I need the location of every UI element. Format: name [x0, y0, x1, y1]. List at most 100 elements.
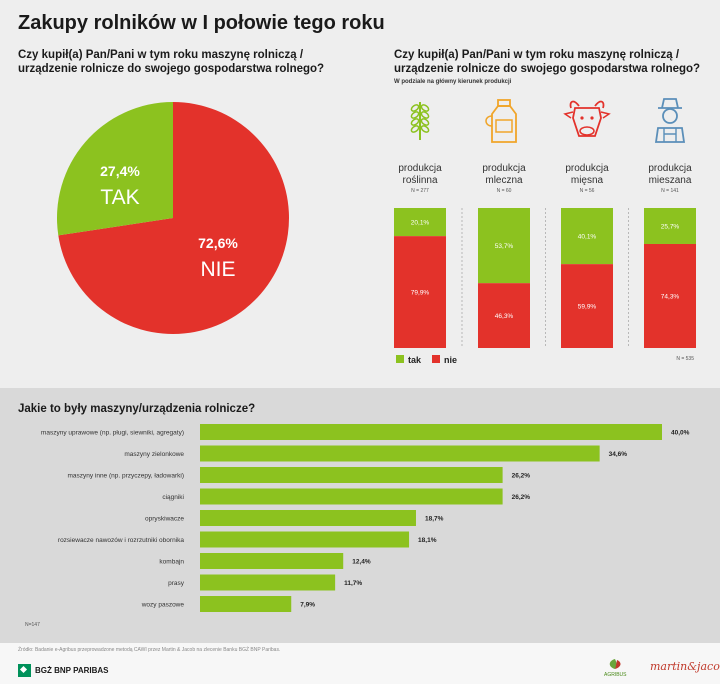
hbar-category-label: maszyny uprawowe (np. pługi, siewniki, a…	[41, 430, 184, 437]
hbar-bar	[200, 488, 503, 505]
hbar-bar	[200, 531, 410, 548]
cow-eye	[580, 116, 584, 120]
farmer-hat	[658, 98, 682, 109]
hbar-category-label: opryskiwacze	[145, 516, 184, 523]
bar-label-nie: 46,3%	[495, 313, 514, 320]
agribus-label: AGRIBUS	[604, 672, 627, 678]
stacked-question: Czy kupił(a) Pan/Pani w tym roku maszynę…	[394, 49, 701, 75]
hbar-bar	[200, 596, 292, 612]
milk-can-icon	[485, 99, 517, 143]
bar-label-tak: 53,7%	[495, 243, 514, 250]
category-label-line1: produkcja	[565, 163, 609, 174]
bar-label-nie: 79,9%	[411, 290, 430, 297]
hbar-category-label: prasy	[168, 580, 185, 587]
hbar-category-label: ciągniki	[162, 494, 184, 501]
hbar-bar	[200, 445, 600, 462]
hbar-value-label: 40,0%	[671, 430, 690, 437]
hbar-value-label: 26,2%	[512, 473, 531, 480]
legend-label-nie: nie	[444, 355, 457, 365]
hbar-value-label: 11,7%	[344, 580, 362, 587]
milk-can-label	[495, 119, 513, 133]
milk-can-lid	[497, 99, 511, 107]
bar-segment-tak	[394, 208, 446, 237]
legend-label-tak: tak	[408, 355, 422, 365]
category-n: N = 56	[580, 188, 595, 194]
bar-label-tak: 40,1%	[578, 234, 597, 241]
hbar-bar	[200, 424, 662, 440]
category-label-line2: mleczna	[485, 175, 523, 186]
page-title: Zakupy rolników w I połowie tego roku	[18, 12, 385, 34]
hbar-bar	[200, 574, 336, 591]
leaf-logo-icon	[610, 659, 621, 669]
farmer-head	[662, 108, 678, 124]
legend-swatch-tak	[396, 355, 404, 363]
source-note: Źródło: Badanie e-Agribus przeprowadzone…	[18, 647, 281, 653]
wheat-grain	[420, 125, 430, 133]
cow-eye	[590, 116, 594, 120]
bar-segment-tak	[644, 208, 696, 244]
hbar-value-label: 7,9%	[300, 602, 315, 609]
bar-label-nie: 59,9%	[578, 304, 597, 311]
pie-label-nie-name: NIE	[200, 258, 235, 281]
category-label-line2: mieszana	[649, 175, 692, 186]
farmer-icon	[654, 98, 686, 143]
bar-segment-nie	[644, 243, 696, 348]
wheat-grain	[420, 118, 430, 126]
hbar-bar	[200, 510, 416, 526]
hbar-value-label: 26,2%	[512, 494, 531, 501]
pie-label-tak-value: 27,4%	[100, 163, 140, 179]
footer-panel	[0, 643, 720, 684]
category-n: N = 141	[661, 188, 679, 194]
hbar-bar	[200, 467, 503, 483]
cow-head	[572, 107, 602, 137]
bar-label-nie: 74,3%	[661, 293, 680, 300]
wheat-grain	[410, 125, 420, 133]
total-n: N = 535	[676, 356, 694, 362]
hbar-n: N=147	[25, 622, 40, 628]
horizontal-bar-chart: maszyny uprawowe (np. pługi, siewniki, a…	[25, 424, 690, 628]
bars-title: Jakie to były maszyny/urządzenia rolnicz…	[18, 403, 256, 415]
agribus-logo: AGRIBUS	[604, 658, 627, 678]
stacked-subtitle: W podziale na główny kierunek produkcji	[394, 79, 512, 85]
martin-jacob-logo: martin&jacob	[650, 660, 720, 673]
category-label-line1: produkcja	[398, 163, 442, 174]
bank-logo-icon	[18, 664, 31, 677]
category-label-line1: produkcja	[482, 163, 526, 174]
category-label-line2: mięsna	[571, 175, 604, 186]
wheat-icon	[410, 102, 430, 140]
wheat-grain	[420, 104, 430, 112]
pie-question: Czy kupił(a) Pan/Pani w tym roku maszynę…	[18, 49, 325, 75]
cow-ears	[563, 111, 611, 119]
cow-muzzle	[579, 126, 595, 136]
milk-can-body	[491, 105, 517, 143]
wheat-grain	[410, 111, 420, 119]
hbar-category-label: rozsiewacze nawozów i rozrzutniki oborni…	[58, 537, 184, 544]
hbar-bar	[200, 553, 344, 569]
pie-slice-tak	[56, 102, 173, 236]
wheat-grain	[420, 111, 430, 119]
hbar-category-label: maszyny inne (np. przyczepy, ładowarki)	[67, 473, 184, 480]
hbar-category-label: wozy paszowe	[141, 602, 185, 609]
hbar-category-label: maszyny zielonkowe	[124, 451, 184, 458]
category-label-line2: roślinna	[402, 175, 437, 186]
bar-label-tak: 25,7%	[661, 223, 680, 230]
hbar-value-label: 18,7%	[425, 516, 444, 523]
cow-icon	[563, 100, 611, 137]
legend-swatch-nie	[432, 355, 440, 363]
bar-segment-tak	[561, 208, 613, 265]
hbar-value-label: 34,6%	[609, 451, 628, 458]
pie-label-tak-name: TAK	[100, 186, 139, 209]
category-n: N = 277	[411, 188, 429, 194]
farmer-body	[654, 127, 686, 143]
hbar-value-label: 18,1%	[418, 537, 437, 544]
hbar-value-label: 12,4%	[352, 559, 371, 566]
bank-logo: BGŻ BNP PARIBAS	[18, 664, 109, 677]
category-n: N = 60	[497, 188, 512, 194]
farmer-overalls	[663, 128, 677, 142]
milk-can-handle	[485, 115, 493, 127]
bank-name: BGŻ BNP PARIBAS	[35, 666, 109, 675]
category-label-line1: produkcja	[648, 163, 692, 174]
bar-segment-nie	[478, 283, 530, 348]
pie-chart: 27,4% TAK 72,6% NIE	[56, 102, 289, 334]
